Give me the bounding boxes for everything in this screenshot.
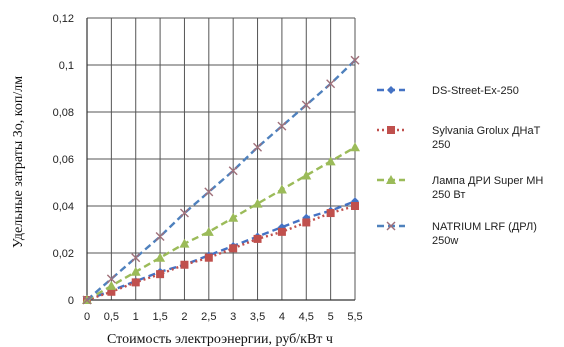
data-point-stroke [106, 274, 116, 284]
x-tick-label: 5,5 [347, 311, 362, 323]
legend: DS-Street-Ex-250 Sylvania Grolux ДНаТ 250 Л… [377, 85, 543, 247]
data-point-stroke [253, 142, 263, 152]
data-point [325, 156, 336, 166]
data-point [228, 166, 238, 176]
data-point [203, 226, 214, 236]
legend-label: 250 [432, 139, 450, 151]
legend-entry: NATRIUM LRF (ДРЛ) 250w [377, 221, 537, 247]
data-point [156, 270, 165, 279]
data-point [387, 86, 395, 94]
data-point [351, 202, 359, 210]
legend-label: Sylvania Grolux ДНаТ [432, 125, 541, 137]
y-tick-label: 0 [68, 295, 74, 307]
y-axis-label: Удельные затраты Зо, коп/лм [11, 76, 26, 248]
data-point [326, 209, 335, 218]
x-tick-label: 0,5 [104, 311, 119, 323]
legend-label: NATRIUM LRF (ДРЛ) [432, 221, 537, 233]
data-point [387, 126, 395, 134]
data-point [131, 278, 140, 287]
y-tick-label: 0,04 [53, 201, 74, 213]
data-point [301, 100, 311, 110]
data-point [155, 252, 166, 262]
data-point [106, 274, 116, 284]
x-tick-label: 2,5 [201, 311, 216, 323]
series-3 [82, 142, 360, 304]
legend-entry: DS-Street-Ex-250 [377, 85, 519, 97]
data-point-stroke [386, 221, 396, 231]
legend-label: DS-Street-Ex-250 [432, 85, 519, 97]
x-axis-label: Стоимость электроэнергии, руб/кВт ч [107, 332, 333, 347]
y-tick-label: 0,12 [53, 13, 74, 25]
x-tick-label: 4,5 [299, 311, 314, 323]
data-point-stroke [204, 187, 214, 197]
legend-entry: Лампа ДРИ Super MH 250 Вт [377, 175, 543, 201]
data-point-stroke [82, 295, 92, 305]
data-point [179, 208, 189, 218]
series-4 [82, 55, 360, 305]
data-point [386, 221, 396, 231]
x-tick-label: 5 [328, 311, 334, 323]
x-tick-label: 2 [181, 311, 187, 323]
data-point [276, 184, 287, 194]
legend-label: 250 Вт [432, 189, 465, 201]
series-1 [83, 197, 359, 304]
data-point [229, 244, 238, 253]
data-point [228, 212, 239, 222]
data-point [277, 121, 287, 131]
series-line [86, 200, 356, 302]
data-point-stroke [228, 166, 238, 176]
data-point [204, 187, 214, 197]
series-line [86, 59, 356, 301]
data-point [107, 287, 116, 296]
y-tick-label: 0,08 [53, 107, 74, 119]
legend-entry: Sylvania Grolux ДНаТ 250 [377, 125, 541, 151]
x-tick-label: 0 [84, 311, 90, 323]
data-point-stroke [326, 79, 336, 89]
axes [86, 18, 355, 301]
data-point-stroke [179, 208, 189, 218]
gridlines [86, 17, 356, 301]
data-point [179, 238, 190, 248]
y-tick-label: 0,1 [59, 60, 74, 72]
data-point [253, 234, 262, 243]
data-point [155, 232, 165, 242]
data-point [386, 175, 396, 184]
data-point [253, 142, 263, 152]
data-point [106, 280, 117, 290]
data-point [326, 79, 336, 89]
x-tick-labels: 0 0,5 1 1,5 2 2,5 3 3,5 4 4,5 5 5,5 [84, 311, 363, 323]
x-tick-label: 1 [133, 311, 139, 323]
data-point [204, 253, 213, 262]
y-tick-label: 0,06 [53, 154, 74, 166]
data-point [82, 295, 92, 305]
data-point-stroke [350, 55, 360, 65]
data-point [277, 227, 286, 236]
data-series [82, 55, 360, 305]
data-point-stroke [131, 253, 141, 263]
x-tick-label: 1,5 [152, 311, 167, 323]
legend-label: 250w [432, 235, 458, 247]
data-point [302, 218, 311, 227]
data-point [350, 142, 360, 152]
x-tick-label: 3 [230, 311, 236, 323]
data-point-stroke [155, 232, 165, 242]
data-point [131, 253, 141, 263]
data-point [252, 198, 263, 208]
data-point [350, 55, 360, 65]
series-line [86, 146, 356, 302]
data-point [130, 266, 141, 276]
x-tick-label: 4 [279, 311, 285, 323]
y-tick-label: 0,02 [53, 248, 74, 260]
y-tick-labels: 0 0,02 0,04 0,06 0,08 0,1 0,12 [53, 13, 74, 307]
legend-label: Лампа ДРИ Super MH [432, 175, 543, 187]
data-point-stroke [301, 100, 311, 110]
data-point [301, 170, 312, 180]
data-point-stroke [277, 121, 287, 131]
x-tick-label: 3,5 [250, 311, 265, 323]
data-point [180, 260, 189, 269]
